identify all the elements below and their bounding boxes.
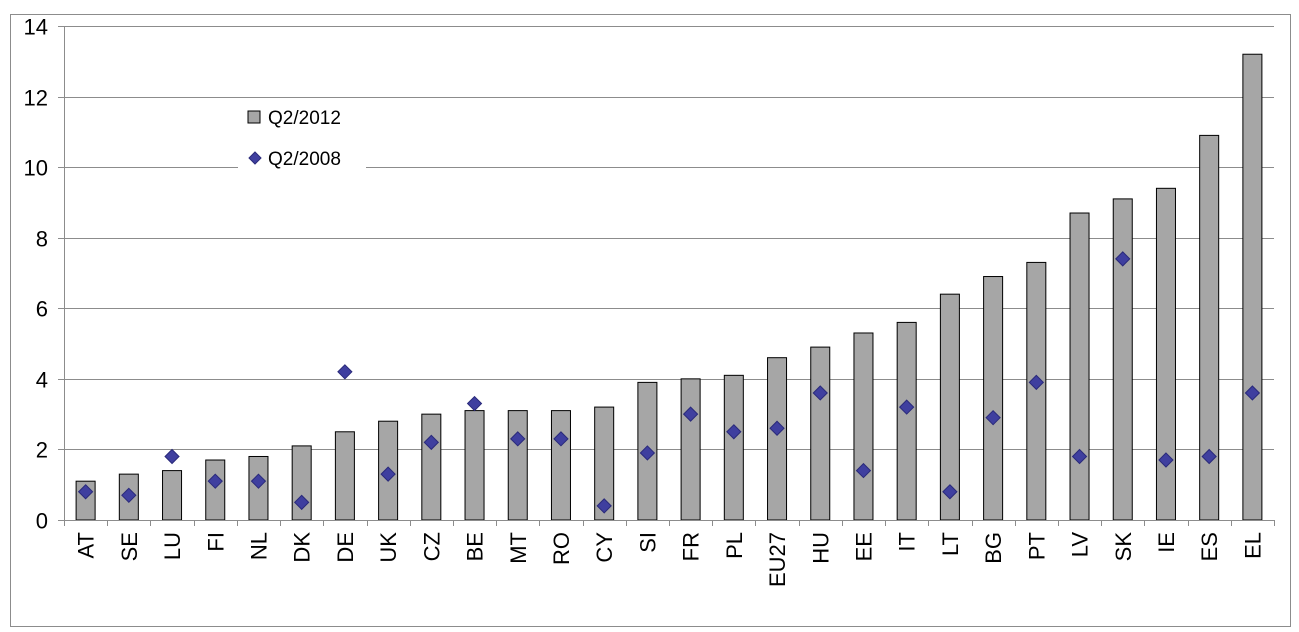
x-tick-label: HU — [808, 532, 833, 564]
x-tick-label: LV — [1068, 532, 1093, 558]
marker-pt — [1028, 374, 1045, 391]
marker-nl — [250, 473, 267, 489]
legend-label-series-1: Q2/2012 — [268, 108, 341, 129]
bar-el — [1242, 53, 1263, 521]
bar-lu — [162, 470, 183, 521]
marker-es — [1201, 448, 1217, 465]
x-tick-label: DE — [333, 532, 358, 563]
marker-it — [898, 399, 915, 415]
x-tick-label: FR — [679, 532, 704, 561]
marker-si — [639, 445, 656, 461]
x-tick-label: RO — [549, 532, 574, 565]
marker-be — [466, 395, 483, 412]
x-tick-label: DK — [290, 532, 315, 563]
x-tick-label: FI — [203, 532, 228, 552]
x-tick-label: PL — [722, 532, 747, 559]
bar-cz — [421, 413, 442, 521]
y-tick-label: 0 — [36, 509, 48, 534]
x-tick-labels: AT SE LU FI NL DK DE UK CZ BE MT RO CY SI FR PL EU27 HU EE… — [74, 532, 1266, 587]
x-tick-label: CZ — [419, 532, 444, 561]
bar-fr — [680, 378, 701, 521]
marker-el — [1244, 385, 1261, 401]
marker-cz — [423, 434, 440, 451]
marker-de — [337, 364, 353, 380]
x-tick-label: PT — [1024, 532, 1049, 560]
y-tick-labels: 0 2 4 6 8 10 12 14 — [24, 15, 48, 534]
x-tick-label: LT — [938, 532, 963, 556]
marker-series — [77, 251, 1261, 514]
marker-ee — [855, 462, 872, 479]
marker-ro — [553, 431, 569, 447]
y-tick-label: 6 — [36, 297, 48, 322]
marker-eu27 — [769, 420, 785, 436]
y-tick-label: 14 — [24, 15, 48, 40]
legend-swatch-bar — [247, 110, 261, 124]
x-tick-label: NL — [246, 532, 271, 560]
marker-at — [77, 484, 94, 500]
bar-de — [334, 431, 355, 521]
legend-label-series-2: Q2/2008 — [268, 149, 341, 170]
x-tick-label: AT — [74, 532, 99, 558]
x-tick-label: SE — [117, 532, 142, 561]
marker-lu — [164, 448, 180, 465]
marker-ie — [1158, 452, 1174, 468]
bar-be — [464, 410, 485, 521]
bar-it — [896, 321, 917, 521]
x-tick-label: LU — [160, 532, 185, 560]
marker-bg — [985, 409, 1001, 426]
marker-mt — [510, 431, 526, 447]
bar-sk — [1112, 198, 1133, 521]
legend-diamond-icon — [248, 151, 262, 165]
marker-lv — [1071, 448, 1088, 465]
x-tick-label: CY — [592, 532, 617, 563]
x-tick-label: EL — [1240, 532, 1265, 559]
bar-eu27 — [767, 357, 788, 521]
bar-hu — [810, 346, 831, 521]
y-tick-label: 12 — [24, 86, 48, 111]
marker-fi — [207, 473, 223, 489]
x-tick-label: BE — [463, 532, 488, 561]
x-tick-label: EE — [851, 532, 876, 561]
marker-fr — [682, 406, 699, 422]
bar-ro — [550, 410, 571, 521]
marker-se — [121, 487, 137, 504]
bar-lv — [1069, 212, 1090, 521]
marker-hu — [812, 385, 828, 401]
y-tick-label: 4 — [36, 368, 48, 393]
bar-pl — [723, 374, 744, 521]
marker-cy — [596, 498, 612, 514]
chart-border — [10, 14, 1291, 627]
x-tick-label: SK — [1111, 532, 1136, 562]
bar-bg — [983, 276, 1004, 521]
bar-mt — [507, 410, 528, 521]
x-tick-label: ES — [1197, 532, 1222, 561]
marker-sk — [1115, 251, 1131, 267]
axes — [58, 26, 1275, 526]
bar-ie — [1155, 187, 1176, 521]
marker-uk — [380, 466, 396, 482]
y-tick-label: 10 — [24, 156, 48, 181]
marker-lt — [942, 484, 958, 500]
legend: Q2/2012 Q2/2008 — [238, 98, 366, 178]
x-tick-label: BG — [981, 532, 1006, 564]
x-tick-label: MT — [506, 532, 531, 564]
y-tick-label: 2 — [36, 438, 48, 463]
x-tick-label: UK — [376, 532, 401, 563]
bar-pt — [1026, 261, 1047, 521]
x-tick-label: IE — [1154, 532, 1179, 553]
marker-dk — [293, 494, 310, 511]
bar-fi — [205, 459, 226, 521]
marker-pl — [726, 424, 742, 440]
x-tick-label: EU27 — [765, 532, 790, 587]
x-tick-label: SI — [635, 532, 660, 553]
y-tick-label: 8 — [36, 227, 48, 252]
x-tick-label: IT — [895, 532, 920, 552]
bar-ee — [853, 332, 874, 521]
